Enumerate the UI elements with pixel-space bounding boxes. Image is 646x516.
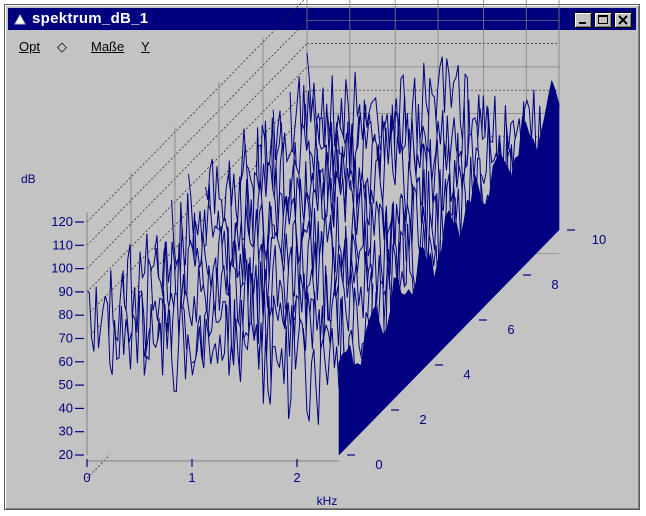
z-tick-label: 6 <box>507 322 514 337</box>
y-tick-label: 120 <box>51 214 73 229</box>
menu-y[interactable]: Y <box>141 39 150 54</box>
grid-line <box>86 66 308 293</box>
z-tick-label: 10 <box>592 232 606 247</box>
z-tick-label: 4 <box>463 367 470 382</box>
close-button[interactable] <box>614 12 632 28</box>
x-tick-label: 1 <box>188 470 195 485</box>
spectrum-surface <box>86 52 560 456</box>
spectrum-trace <box>103 269 357 395</box>
menu-masse[interactable]: Maße <box>91 39 125 54</box>
z-tick-label: 8 <box>551 277 558 292</box>
menu-opt[interactable]: Opt <box>19 39 40 54</box>
minimize-icon <box>579 22 586 24</box>
maximize-icon <box>598 15 608 24</box>
maximize-button[interactable] <box>594 12 612 28</box>
y-tick-label: 110 <box>52 237 73 252</box>
x-tick-label: 2 <box>293 470 300 485</box>
spectrum-trace <box>86 286 340 425</box>
y-tick-label: 50 <box>59 377 73 392</box>
window-title: spektrum_dB_1 <box>32 10 149 27</box>
plot-axes: 120 110 100 90 80 70 60 50 40 30 20 dB 0 1 2 kHz 0 2 4 6 8 10 <box>21 172 606 508</box>
y-tick-label: 30 <box>59 424 73 439</box>
y-tick-label: 20 <box>59 447 73 462</box>
z-tick-label: 2 <box>419 412 426 427</box>
chart-icon <box>14 13 26 25</box>
title-bar[interactable]: spektrum_dB_1 <box>8 8 636 30</box>
grid-line <box>86 20 308 246</box>
y-tick-label: 70 <box>59 331 73 346</box>
x-axis-label: kHz <box>317 494 338 508</box>
y-tick-label: 80 <box>59 307 73 322</box>
z-tick-label: 0 <box>375 457 382 472</box>
grid-line <box>86 0 305 223</box>
minimize-button[interactable] <box>574 12 592 28</box>
y-tick-label: 60 <box>59 354 73 369</box>
menu-rotate[interactable]: ◇ <box>57 39 67 54</box>
grid-line <box>86 43 308 269</box>
y-tick-label: 100 <box>51 261 73 276</box>
trace-fill <box>87 286 339 455</box>
spectrum-trace <box>205 158 458 291</box>
x-tick-label: 0 <box>83 470 90 485</box>
y-axis-label: dB <box>21 172 36 186</box>
side-face <box>338 79 560 456</box>
y-tick-label: 90 <box>59 284 73 299</box>
y-tick-label: 40 <box>59 400 73 415</box>
close-icon <box>618 15 628 25</box>
